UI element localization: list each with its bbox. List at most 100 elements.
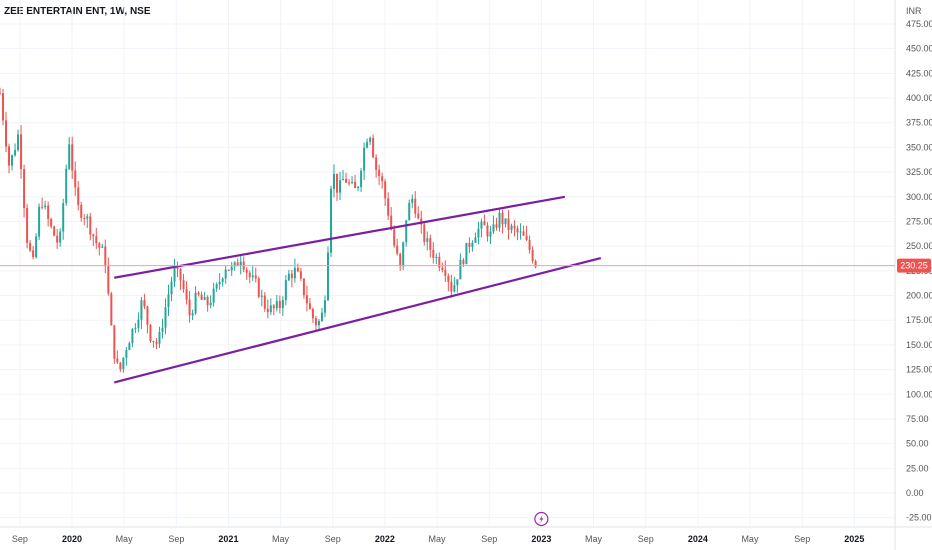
candle-up [366, 141, 369, 148]
candle-down [89, 216, 92, 235]
candle-down [143, 300, 146, 307]
x-tick-label: 2023 [531, 534, 551, 544]
candle-down [176, 267, 179, 269]
candle-up [62, 203, 65, 232]
candle-down [432, 249, 435, 258]
candle-down [254, 275, 257, 279]
candle-down [32, 250, 35, 258]
candle-up [194, 292, 197, 314]
candle-down [378, 169, 381, 177]
candle-up [173, 267, 176, 282]
candle-down [146, 306, 149, 325]
candle-up [320, 312, 323, 322]
candle-up [251, 275, 254, 278]
channel-lower-line [113, 256, 602, 384]
candle-down [462, 259, 465, 265]
candle-up [474, 237, 477, 243]
x-tick-label: 2024 [688, 534, 708, 544]
y-tick-label: 375.00 [906, 118, 932, 128]
candle-up [140, 300, 143, 320]
candle-down [390, 215, 393, 230]
candle-down [41, 206, 44, 208]
candle-down [372, 137, 375, 158]
candle-up [167, 294, 170, 308]
candle-down [149, 324, 152, 342]
candle-up [134, 327, 137, 329]
candle-up [209, 302, 212, 306]
x-tick-label: Sep [168, 534, 184, 544]
candle-down [348, 182, 351, 184]
candle-down [2, 93, 5, 121]
candle-up [480, 221, 483, 229]
candle-down [336, 173, 339, 193]
candle-down [375, 157, 378, 170]
x-tick-label: 2025 [844, 534, 864, 544]
candle-up [215, 284, 218, 289]
candle-up [323, 300, 326, 313]
candle-down [197, 292, 200, 295]
candle-down [414, 198, 417, 214]
candle-down [387, 198, 390, 216]
candle-down [83, 218, 86, 220]
candle-up [510, 225, 513, 230]
candle-up [164, 307, 167, 328]
candle-up [339, 180, 342, 193]
candle-up [260, 295, 263, 297]
candle-down [396, 245, 399, 254]
candle-down [525, 235, 528, 240]
y-tick-label: 475.00 [906, 19, 932, 29]
candle-down [516, 228, 519, 233]
candle-down [345, 178, 348, 183]
candle-down [272, 305, 275, 309]
candle-up [317, 321, 320, 326]
candle-up [357, 187, 360, 189]
candle-up [137, 319, 140, 328]
candle-up [402, 242, 405, 267]
candle-up [351, 181, 354, 183]
candle-up [504, 218, 507, 225]
candle-up [233, 262, 236, 267]
candle-up [59, 231, 62, 243]
candle-down [257, 278, 260, 297]
candle-up [459, 259, 462, 280]
candle-down [486, 225, 489, 237]
candle-down [179, 268, 182, 281]
candle-down [182, 280, 185, 289]
candle-down [263, 295, 266, 309]
y-tick-label: 200.00 [906, 291, 932, 301]
x-tick-label: 2021 [218, 534, 238, 544]
candle-up [86, 216, 89, 219]
candle-down [119, 362, 122, 370]
candle-up [435, 256, 438, 258]
y-tick-label: 275.00 [906, 216, 932, 226]
candle-up [492, 224, 495, 232]
x-tick-label: 2022 [375, 534, 395, 544]
candle-down [501, 212, 504, 225]
candle-down [113, 325, 116, 359]
candle-up [269, 305, 272, 313]
candle-down [56, 235, 59, 243]
candle-down [531, 249, 534, 262]
candle-up [489, 231, 492, 237]
candle-down [200, 294, 203, 300]
candle-up [35, 236, 38, 258]
currency-label: INR [906, 6, 922, 16]
candle-up [158, 331, 161, 344]
candle-up [284, 280, 287, 301]
candle-down [305, 295, 308, 304]
candle-down [74, 170, 77, 188]
candle-down [308, 303, 311, 310]
candle-down [26, 208, 29, 243]
candle-down [507, 218, 510, 230]
candle-down [534, 261, 537, 267]
candle-down [468, 242, 471, 247]
y-tick-label: 350.00 [906, 142, 932, 152]
candle-up [224, 269, 227, 279]
y-tick-label: 100.00 [906, 389, 932, 399]
candle-down [20, 134, 23, 170]
candle-up [275, 301, 278, 309]
candle-down [5, 120, 8, 147]
candle-up [38, 206, 41, 237]
last-price-tag-bg [897, 258, 931, 273]
